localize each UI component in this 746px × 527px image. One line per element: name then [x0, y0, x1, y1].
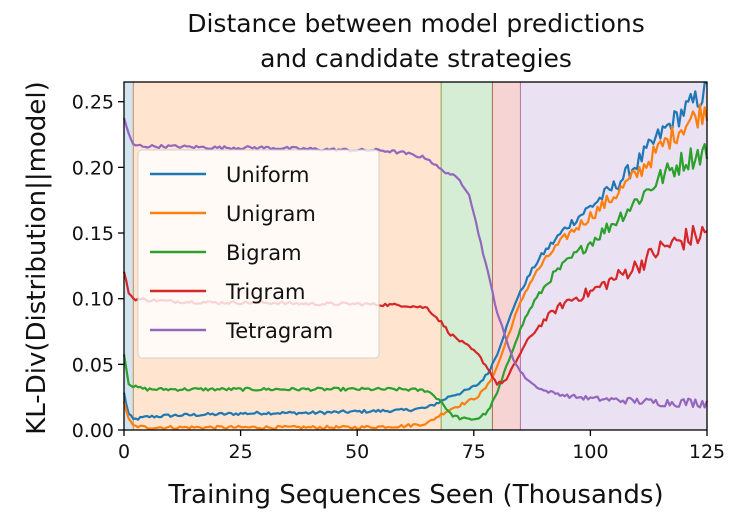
- phase-region-tetragram: [519, 81, 708, 431]
- x-tick-label: 0: [118, 441, 130, 463]
- plot-frame: [123, 81, 708, 431]
- y-tick-label: 0.05: [72, 354, 114, 376]
- series-line-uniform: [122, 81, 708, 421]
- axes: 0 25 50 75 100 125 0.00 0.05 0.10 0.15 0.20 0.25: [72, 81, 725, 463]
- chart-title-line-2: and candidate strategies: [260, 44, 572, 73]
- legend-label-trigram: Trigram: [225, 280, 306, 304]
- legend-label-tetragram: Tetragram: [225, 319, 333, 343]
- y-axis-label: KL-Div(Distribution||model): [22, 81, 52, 435]
- series-line-bigram: [122, 143, 709, 421]
- legend-box: [137, 149, 380, 359]
- x-tick-label: 50: [345, 441, 369, 463]
- series-line-unigram: [122, 103, 709, 430]
- x-tick-label: 125: [689, 441, 725, 463]
- legend-label-bigram: Bigram: [226, 241, 302, 265]
- legend-label-unigram: Unigram: [226, 202, 316, 226]
- x-axis-label: Training Sequences Seen (Thousands): [167, 480, 663, 510]
- x-tick-label: 75: [462, 441, 486, 463]
- legend-label-uniform: Uniform: [226, 163, 309, 187]
- x-tick-label: 25: [229, 441, 253, 463]
- chart-title-line-1: Distance between model predictions: [187, 9, 645, 38]
- x-tick-label: 100: [572, 441, 608, 463]
- y-tick-label: 0.15: [72, 223, 114, 245]
- legend: Uniform Unigram Bigram Trigram Tetragram: [137, 149, 380, 359]
- y-tick-label: 0.25: [72, 92, 114, 114]
- series-lines: [122, 81, 709, 430]
- y-tick-label: 0.20: [72, 157, 114, 179]
- series-line-tetragram: [122, 117, 709, 409]
- y-tick-label: 0.00: [72, 420, 114, 442]
- y-tick-label: 0.10: [72, 289, 114, 311]
